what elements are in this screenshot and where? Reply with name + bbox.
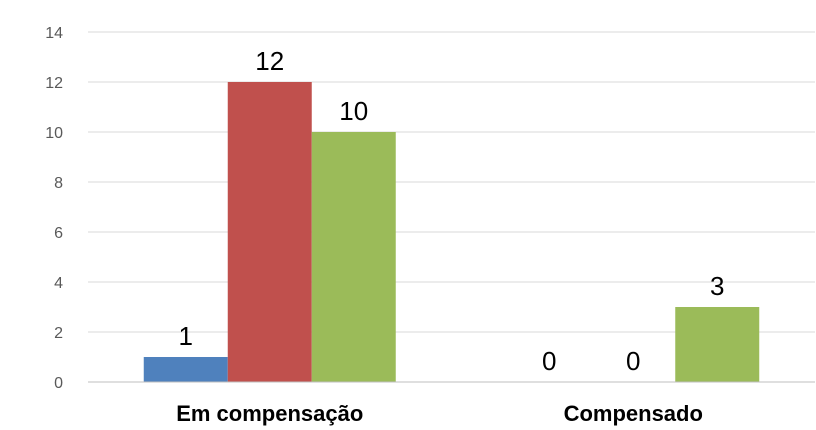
data-label-series2-cat1: 3 (710, 271, 724, 301)
gridlines (88, 31, 815, 333)
data-label-series0-cat0: 1 (179, 321, 193, 351)
data-label-series2-cat0: 10 (339, 96, 368, 126)
data-labels: 1 12 10 0 0 3 (179, 46, 725, 376)
y-tick-label-6: 6 (54, 225, 63, 242)
bar-series2-cat1 (675, 307, 760, 382)
data-label-series0-cat1: 0 (542, 346, 556, 376)
data-label-series1-cat0: 12 (255, 46, 284, 76)
y-tick-label-4: 4 (54, 275, 63, 292)
bars (143, 82, 760, 382)
y-tick-label-10: 10 (45, 125, 63, 142)
y-tick-label-12: 12 (45, 75, 63, 92)
y-axis-ticks: 0 2 4 6 8 10 12 14 (45, 25, 63, 392)
category-label-0: Em compensação (176, 401, 363, 426)
y-tick-label-2: 2 (54, 325, 63, 342)
bar-series0-cat0 (143, 357, 228, 382)
bar-series1-cat0 (227, 82, 312, 382)
y-tick-label-0: 0 (54, 375, 63, 392)
y-tick-label-8: 8 (54, 175, 63, 192)
data-label-series1-cat1: 0 (626, 346, 640, 376)
y-tick-label-14: 14 (45, 25, 63, 42)
bar-series2-cat0 (311, 132, 396, 382)
category-label-1: Compensado (564, 401, 703, 426)
category-labels: Em compensação Compensado (176, 401, 703, 426)
